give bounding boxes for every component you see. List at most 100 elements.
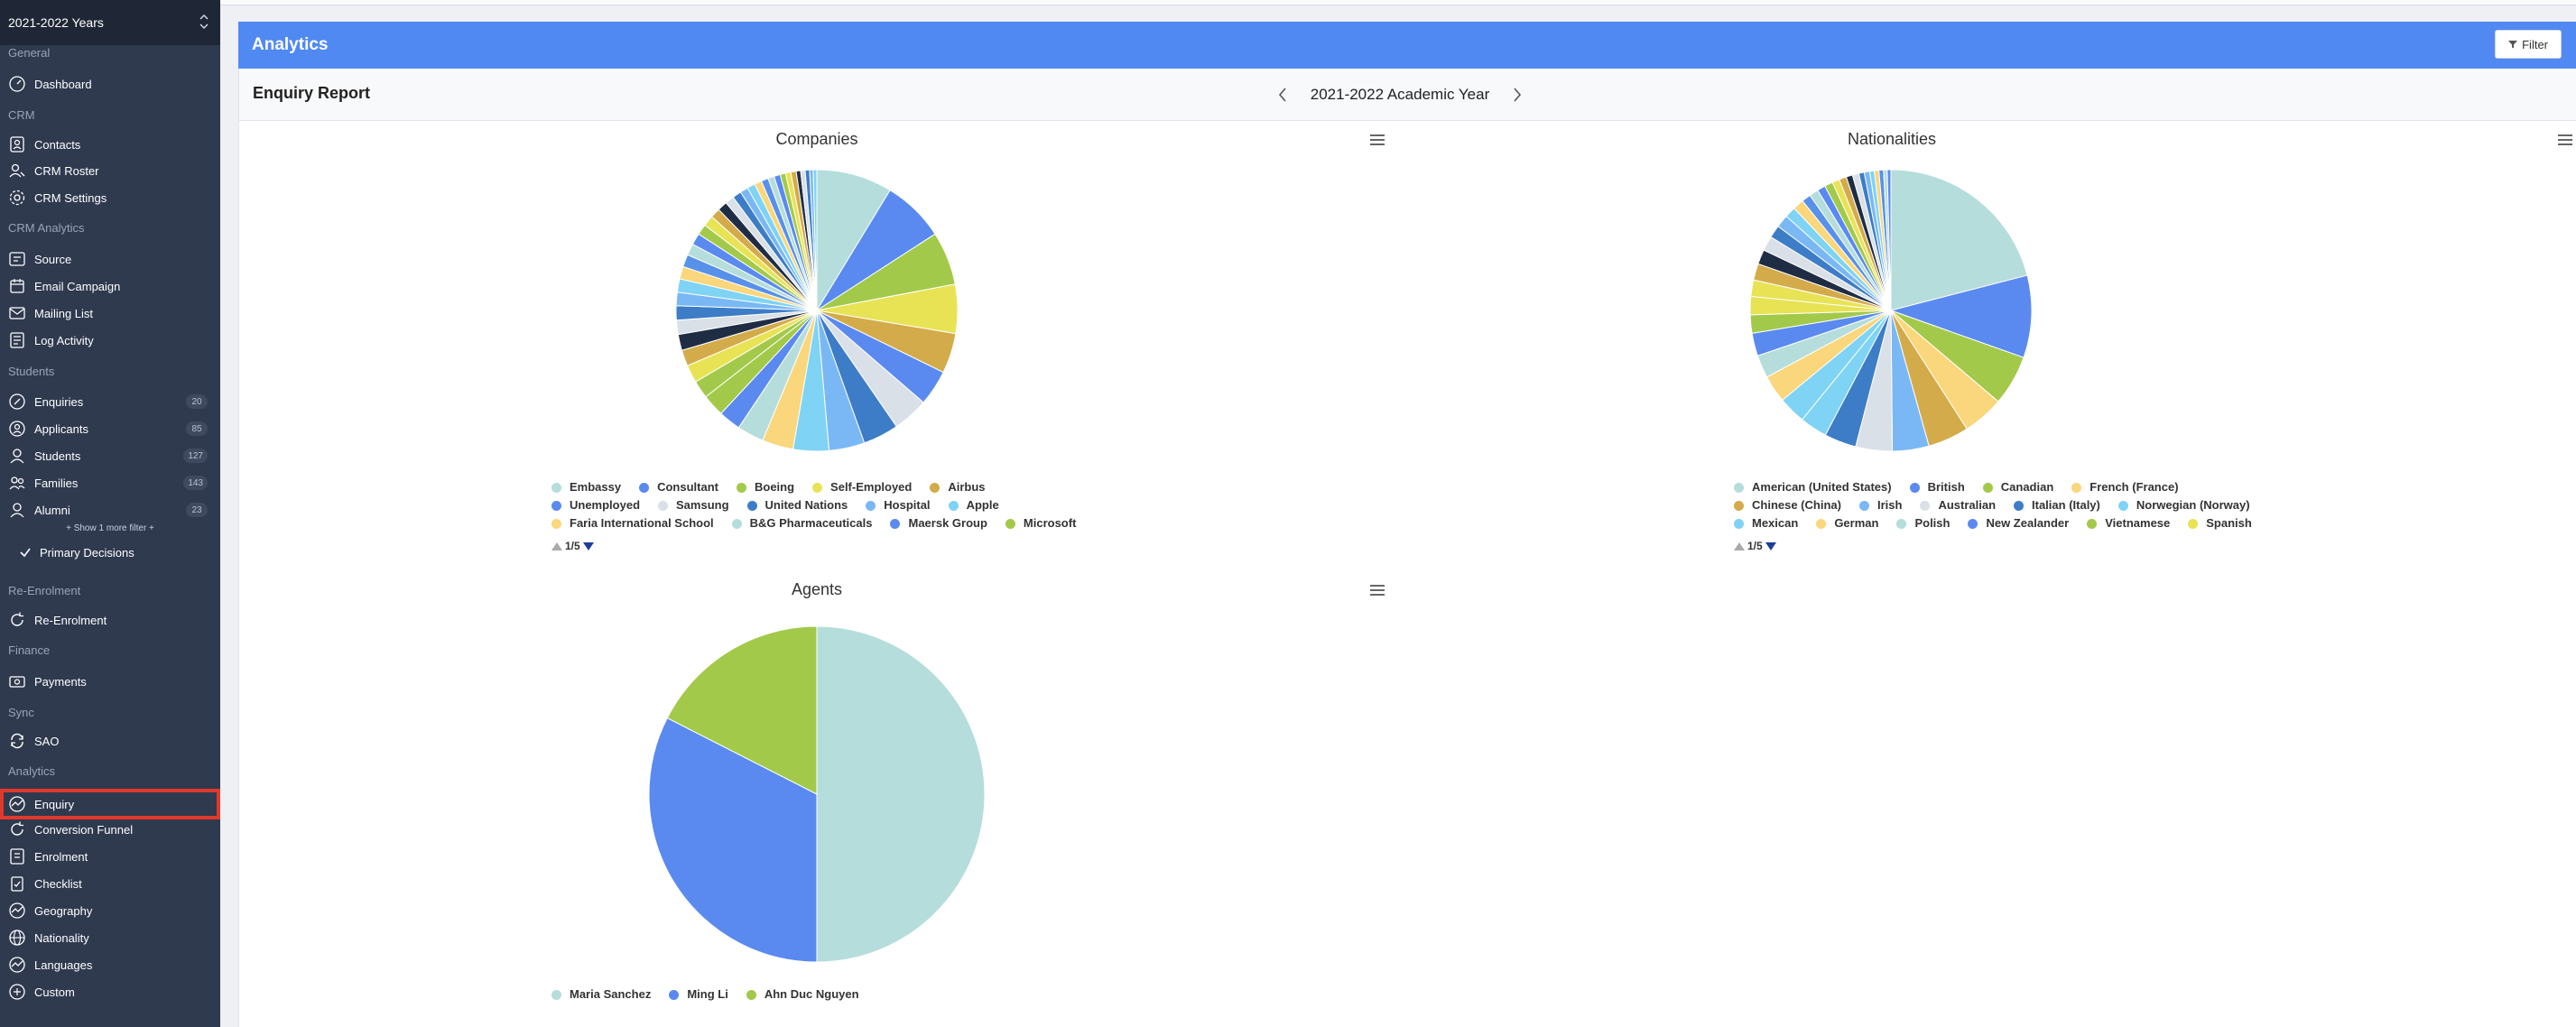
sidebar-item-nationality[interactable]: Nationality (0, 925, 220, 950)
legend-item[interactable]: Ahn Duc Nguyen (746, 985, 859, 1004)
chevron-left-icon[interactable] (1276, 86, 1289, 104)
companies-pie-chart (675, 169, 959, 452)
legend-item[interactable]: French (France) (2071, 478, 2179, 496)
legend-item[interactable]: Hospital (866, 496, 931, 514)
sidebar-item-students[interactable]: Students 127 (0, 443, 220, 468)
legend-item[interactable]: Chinese (China) (1734, 496, 1841, 514)
pie-slice[interactable] (666, 625, 818, 795)
legend-item[interactable]: Boeing (736, 478, 794, 496)
arrow-up-icon[interactable] (551, 541, 562, 551)
sidebar-item-families[interactable]: Families 143 (0, 470, 220, 495)
legend-item[interactable]: German (1816, 514, 1878, 532)
alumni-count-badge: 23 (186, 503, 208, 517)
sidebar-item-custom[interactable]: Custom (0, 979, 220, 1004)
legend-item[interactable]: Maersk Group (890, 514, 987, 532)
legend-label: New Zealander (1986, 516, 2070, 530)
legend-label: Mexican (1752, 516, 1799, 530)
legend-item[interactable]: Samsung (658, 496, 729, 514)
nationalities-legend-pager[interactable]: 1/5 (1734, 540, 1776, 552)
arrow-up-icon[interactable] (1734, 541, 1745, 551)
sidebar-item-enquiries[interactable]: Enquiries 20 (0, 389, 220, 414)
sidebar-item-enquiry[interactable]: Enquiry (0, 789, 220, 819)
report-header: Enquiry Report 2021-2022 Academic Year (239, 69, 2576, 121)
primary-decisions-filter[interactable]: Primary Decisions (0, 540, 220, 565)
students-count-badge: 127 (183, 449, 208, 463)
sidebar-item-alumni[interactable]: Alumni 23 (0, 497, 220, 523)
chevron-right-icon[interactable] (1511, 86, 1524, 104)
legend-item[interactable]: Australian (1920, 496, 1996, 514)
sidebar-item-conversion-funnel[interactable]: Conversion Funnel (0, 817, 220, 842)
pie-slice[interactable] (816, 169, 891, 312)
legend-item[interactable]: Unemployed (551, 496, 640, 514)
agents-chart-menu-icon[interactable] (1368, 583, 1386, 597)
legend-swatch (930, 482, 941, 493)
legend-item[interactable]: Vietnamese (2087, 514, 2170, 532)
section-students: Students (8, 365, 55, 378)
arrow-down-icon[interactable] (582, 541, 594, 551)
pie-slice[interactable] (648, 717, 818, 963)
pie-slice[interactable] (1889, 274, 2033, 358)
legend-item[interactable]: Irish (1858, 496, 1902, 514)
legend-item[interactable]: American (United States) (1734, 478, 1892, 496)
legend-swatch (1982, 482, 1993, 493)
pie-slice[interactable] (812, 169, 818, 311)
filter-button[interactable]: Filter (2495, 30, 2562, 59)
legend-item[interactable]: Faria International School (551, 514, 714, 532)
legend-label: Unemployed (570, 498, 641, 512)
legend-item[interactable]: Italian (Italy) (2014, 496, 2100, 514)
sidebar-item-dashboard[interactable]: Dashboard (0, 71, 220, 97)
sidebar-item-enrolment[interactable]: Enrolment (0, 844, 220, 869)
sidebar-item-crm-roster[interactable]: CRM Roster (0, 158, 220, 183)
legend-item[interactable]: Airbus (930, 478, 986, 496)
legend-item[interactable]: Microsoft (1005, 514, 1076, 532)
companies-legend-pager[interactable]: 1/5 (551, 540, 594, 552)
arrow-down-icon[interactable] (1765, 541, 1776, 551)
legend-label: French (France) (2090, 480, 2179, 494)
top-strip (220, 0, 2576, 5)
legend-swatch (866, 500, 876, 511)
sidebar-item-contacts[interactable]: Contacts (0, 132, 220, 157)
sidebar-item-sao[interactable]: SAO (0, 728, 220, 754)
companies-legend-page: 1/5 (565, 540, 580, 552)
legend-label: Embassy (570, 480, 622, 494)
legend-item[interactable]: Canadian (1982, 478, 2053, 496)
pie-slice[interactable] (1886, 169, 1892, 311)
pie-slice[interactable] (816, 625, 986, 963)
nationalities-chart-title: Nationalities (1847, 130, 1937, 148)
sidebar-item-log-activity[interactable]: Log Activity (0, 328, 220, 353)
legend-item[interactable]: Consultant (639, 478, 718, 496)
legend-item[interactable]: New Zealander (1968, 514, 2069, 532)
legend-item[interactable]: Ming Li (669, 985, 728, 1004)
sidebar-item-geography[interactable]: Geography (0, 898, 220, 923)
year-select[interactable]: 2021-2022 Years (0, 0, 220, 45)
nationalities-chart-menu-icon[interactable] (2556, 133, 2574, 147)
sidebar-item-email-campaign[interactable]: Email Campaign (0, 273, 220, 299)
show-more-filter-link[interactable]: + Show 1 more filter + (66, 523, 154, 533)
legend-item[interactable]: Polish (1896, 514, 1950, 532)
legend-item[interactable]: United Nations (746, 496, 848, 514)
legend-item[interactable]: Apple (948, 496, 999, 514)
legend-item[interactable]: Norwegian (Norway) (2117, 496, 2250, 514)
sidebar-item-applicants[interactable]: Applicants 85 (0, 416, 220, 441)
legend-item[interactable]: British (1909, 478, 1965, 496)
legend-item[interactable]: B&G Pharmaceuticals (731, 514, 872, 532)
applicant-icon (8, 420, 26, 438)
sidebar-item-mailing-list[interactable]: Mailing List (0, 301, 220, 326)
legend-item[interactable]: Mexican (1734, 514, 1798, 532)
sidebar-item-label: Geography (34, 903, 93, 918)
sidebar-item-source[interactable]: Source (0, 246, 220, 272)
sidebar-item-languages[interactable]: Languages (0, 952, 220, 977)
sidebar-item-payments[interactable]: Payments (0, 669, 220, 694)
pie-slice[interactable] (1890, 169, 2028, 311)
sidebar-item-re-enrolment[interactable]: Re-Enrolment (0, 607, 220, 633)
sidebar-item-label: Custom (34, 985, 75, 999)
legend-item[interactable]: Self-Employed (812, 478, 912, 496)
legend-item[interactable]: Spanish (2188, 514, 2252, 532)
legend-item[interactable]: Embassy (551, 478, 621, 496)
legend-item[interactable]: Maria Sanchez (551, 985, 651, 1004)
sidebar-item-checklist[interactable]: Checklist (0, 871, 220, 896)
sidebar-item-crm-settings[interactable]: CRM Settings (0, 185, 220, 210)
user-search-icon (8, 162, 26, 180)
report-panel: Enquiry Report 2021-2022 Academic Year C… (238, 69, 2576, 1027)
companies-chart-menu-icon[interactable] (1368, 133, 1386, 147)
